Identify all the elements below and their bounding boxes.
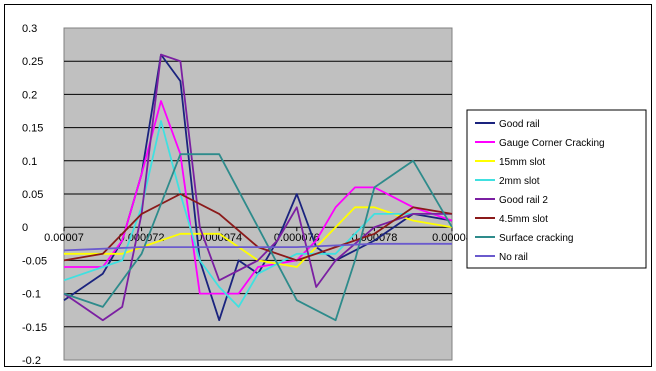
y-tick-label: -0.05 [22,255,47,267]
x-tick-label: 0.000076 [274,232,320,244]
y-tick-label: 0.15 [22,123,43,135]
series-line-gauge-corner-cracking [64,100,453,295]
y-tick-label: 0.2 [22,89,37,101]
series-line-surface-cracking [63,153,453,322]
y-tick-label: 0.3 [22,23,37,35]
y-tick-label: -0.2 [22,355,41,367]
y-tick-label: -0.15 [22,322,47,334]
legend-label: 2mm slot [499,176,540,187]
legend-label: Surface cracking [499,233,573,244]
legend-label: 4.5mm slot [499,214,548,225]
y-tick-label: -0.1 [22,289,41,301]
series-line-good-rail-2 [63,53,452,322]
y-tick-label: 0.25 [22,56,43,68]
legend-label: Gauge Corner Cracking [499,138,605,149]
legend-box [466,109,647,269]
series-line-no-rail [63,242,452,252]
x-tick-label: 0.00008 [432,232,472,244]
x-tick-label: 0.00007 [44,232,84,244]
y-tick-label: 0.1 [22,156,37,168]
legend-label: Good rail 2 [499,195,548,206]
legend-label: 15mm slot [499,157,545,168]
x-tick-label: 0.000078 [351,232,397,244]
series-line-2mm-slot [63,120,452,308]
y-tick-label: 0.05 [22,189,43,201]
legend-label: No rail [499,252,528,263]
legend-label: Good rail [499,119,540,130]
y-tick-label: 0 [22,222,28,234]
